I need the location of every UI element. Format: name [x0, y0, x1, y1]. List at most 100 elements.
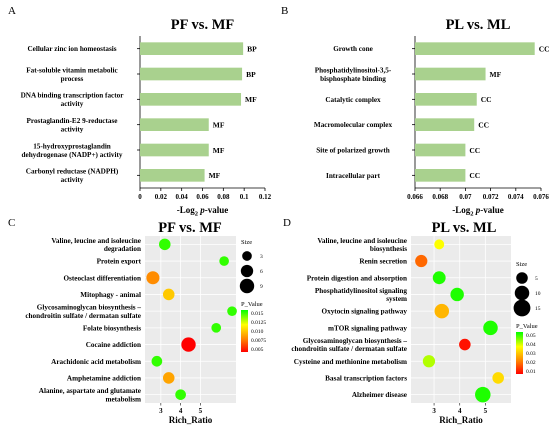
category-label: Folate biosynthesis — [83, 324, 141, 332]
x-tick-label: 0.07 — [459, 193, 472, 201]
category-label: Site of polarized growth — [316, 147, 390, 155]
color-legend-label: 0.03 — [526, 351, 536, 357]
bar-go-category: CC — [539, 44, 550, 53]
bar-go-category: MF — [245, 95, 257, 104]
bar-go-category: CC — [469, 171, 480, 180]
size-legend-label: 6 — [260, 269, 263, 275]
category-label: 15-hydroxyprostaglandin dehydrogenase (NA… — [22, 142, 123, 159]
bar-go-category: MF — [213, 120, 225, 129]
x-tick-label: 0.02 — [155, 193, 168, 201]
category-label: Fat-soluble vitamin metabolic process — [26, 66, 118, 83]
size-legend-circle — [513, 299, 531, 317]
size-legend-circle — [239, 278, 255, 294]
size-legend-circle — [240, 264, 254, 278]
panel-letter: B — [281, 5, 288, 17]
x-tick-label: 4 — [179, 407, 183, 415]
color-legend-title: P_Value — [516, 323, 538, 330]
bar — [415, 118, 475, 131]
category-label: Growth cone — [333, 45, 373, 53]
x-tick-label: 4 — [458, 407, 462, 415]
size-legend-circle — [514, 285, 530, 301]
bar-go-category: CC — [481, 95, 492, 104]
bar — [140, 169, 205, 182]
size-legend-label: 9 — [260, 284, 263, 290]
bubble — [434, 303, 450, 319]
bubble — [434, 239, 445, 250]
size-legend-title: Size — [241, 239, 252, 246]
x-tick-label: 0.06 — [196, 193, 209, 201]
category-label: DNA binding transcription factor activity — [21, 92, 125, 109]
category-label: Phosphatidylinositol signaling system — [315, 287, 407, 303]
x-axis-title: Rich_Ratio — [169, 415, 213, 425]
bubble — [475, 386, 491, 403]
bar — [415, 169, 466, 182]
color-legend-label: 0.05 — [526, 333, 536, 339]
panel-letter: A — [8, 5, 16, 17]
bubble — [219, 256, 229, 266]
bubble — [483, 320, 498, 336]
bar — [140, 118, 209, 131]
category-label: Amphetamine addiction — [67, 374, 141, 382]
bubble — [175, 389, 186, 400]
bar-go-category: CC — [469, 146, 480, 155]
category-label: Prostaglandin-E2 9-reductase activity — [27, 117, 118, 134]
panel-d: D PL vs. ML Valine, leucine and isoleucine… — [283, 217, 541, 425]
category-label: Glycosaminoglycan biosynthesis – chondroi… — [291, 337, 407, 353]
panel-c: C PF vs. MF Valine, leucine and isoleucine… — [8, 217, 266, 425]
x-axis-title: Rich_Ratio — [439, 415, 483, 425]
panel-letter: D — [283, 217, 291, 229]
bubble — [415, 254, 428, 268]
x-axis-title: -Log2 p-value — [177, 205, 229, 218]
size-legend-label: 15 — [535, 306, 541, 312]
category-label: Oxytocin signaling pathway — [322, 308, 408, 316]
x-tick-label: 0.076 — [533, 193, 549, 201]
panel-title: PF vs. MF — [171, 17, 235, 33]
panel-b: B PL vs. ML 0.066 0.068 0.07 0.072 0.074 0.076 C… — [281, 5, 550, 218]
bar-go-category: MF — [209, 171, 221, 180]
x-tick-label: 5 — [199, 407, 203, 415]
bubble — [227, 306, 237, 316]
category-label: Basal transcription factors — [325, 374, 407, 382]
category-label: Alanine, aspartate and glutamate metaboli… — [39, 387, 141, 403]
size-legend-circle — [242, 251, 252, 261]
x-tick-label: 0.08 — [217, 193, 230, 201]
x-axis-title: -Log2 p-value — [452, 205, 504, 218]
bar — [415, 67, 486, 81]
category-label: Mitophagy - animal — [80, 291, 141, 299]
bubble — [432, 271, 446, 285]
x-tick-label: 3 — [159, 407, 163, 415]
bubble — [162, 288, 175, 301]
x-tick-label: 0.074 — [508, 193, 524, 201]
bubble — [492, 372, 504, 384]
color-legend-label: 0.02 — [526, 360, 536, 366]
x-tick-label: 0.068 — [432, 193, 448, 201]
color-legend-label: 0.01 — [526, 369, 536, 375]
category-label: Cocaine addiction — [86, 341, 141, 349]
x-tick-label: 0.1 — [240, 193, 249, 201]
bubble — [422, 355, 436, 368]
bar — [415, 42, 535, 55]
color-legend-label: 0.005 — [251, 347, 264, 353]
panel-title: PF vs. MF — [158, 220, 222, 236]
category-label: mTOR signaling pathway — [328, 324, 407, 332]
category-label: Cellular zinc ion homeostasis — [27, 45, 116, 53]
category-label: Catalytic complex — [325, 96, 381, 104]
x-tick-label: 0.12 — [259, 193, 272, 201]
category-label: Macromolecular complex — [314, 121, 393, 129]
panel-letter: C — [8, 217, 15, 229]
bar-go-category: MF — [490, 70, 502, 79]
bubble — [162, 372, 175, 384]
category-label: Valine, leucine and isoleucine biosynthes… — [317, 237, 407, 253]
category-label: Glycosaminoglycan biosynthesis – chondroi… — [25, 304, 141, 320]
category-label: Protein digestion and absorption — [307, 274, 407, 282]
size-legend-label: 10 — [535, 291, 541, 297]
bubble — [146, 271, 160, 285]
bubble — [159, 238, 171, 251]
bar-go-category: MF — [213, 146, 225, 155]
panel-title: PL vs. ML — [446, 17, 511, 33]
color-legend-label: 0.0125 — [251, 320, 266, 326]
category-label: Renin secretion — [359, 258, 407, 266]
bar — [140, 93, 242, 106]
x-tick-label: 0 — [138, 193, 142, 201]
